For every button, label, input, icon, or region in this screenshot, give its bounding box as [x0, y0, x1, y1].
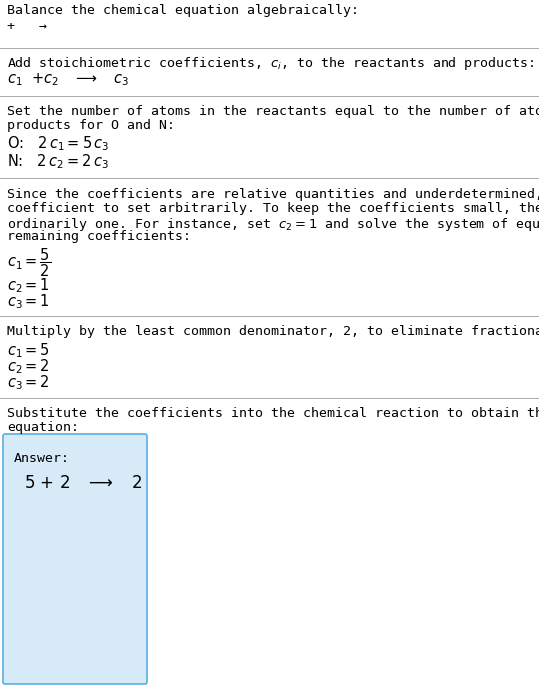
Text: Multiply by the least common denominator, 2, to eliminate fractional coefficient: Multiply by the least common denominator…	[7, 325, 539, 338]
Text: $c_2 = 1$: $c_2 = 1$	[7, 276, 50, 294]
FancyBboxPatch shape	[3, 434, 147, 684]
Text: N:   $2\,c_2 = 2\,c_3$: N: $2\,c_2 = 2\,c_3$	[7, 152, 109, 171]
Text: +   →: + →	[7, 20, 47, 33]
Text: O:   $2\,c_1 = 5\,c_3$: O: $2\,c_1 = 5\,c_3$	[7, 134, 109, 153]
Text: remaining coefficients:: remaining coefficients:	[7, 230, 191, 243]
Text: equation:: equation:	[7, 421, 79, 434]
Text: ordinarily one. For instance, set $c_2 = 1$ and solve the system of equations fo: ordinarily one. For instance, set $c_2 =…	[7, 216, 539, 233]
Text: Since the coefficients are relative quantities and underdetermined, choose a: Since the coefficients are relative quan…	[7, 188, 539, 201]
Text: Substitute the coefficients into the chemical reaction to obtain the balanced: Substitute the coefficients into the che…	[7, 407, 539, 420]
Text: $c_2 = 2$: $c_2 = 2$	[7, 357, 50, 376]
Text: Add stoichiometric coefficients, $c_i$, to the reactants and products:: Add stoichiometric coefficients, $c_i$, …	[7, 55, 535, 72]
Text: products for O and N:: products for O and N:	[7, 119, 175, 132]
Text: Answer:: Answer:	[14, 452, 70, 465]
Text: coefficient to set arbitrarily. To keep the coefficients small, the arbitrary va: coefficient to set arbitrarily. To keep …	[7, 202, 539, 215]
Text: $5$ + $2$   $\longrightarrow$   $2$: $5$ + $2$ $\longrightarrow$ $2$	[24, 474, 143, 492]
Text: $c_1$  +$c_2$   $\longrightarrow$   $c_3$: $c_1$ +$c_2$ $\longrightarrow$ $c_3$	[7, 71, 129, 87]
Text: Set the number of atoms in the reactants equal to the number of atoms in the: Set the number of atoms in the reactants…	[7, 105, 539, 118]
Text: $c_1 = 5$: $c_1 = 5$	[7, 341, 50, 360]
Text: $c_1 = \dfrac{5}{2}$: $c_1 = \dfrac{5}{2}$	[7, 246, 51, 279]
Text: $c_3 = 1$: $c_3 = 1$	[7, 292, 50, 311]
Text: Balance the chemical equation algebraically:: Balance the chemical equation algebraica…	[7, 4, 359, 17]
Text: $c_3 = 2$: $c_3 = 2$	[7, 373, 50, 391]
